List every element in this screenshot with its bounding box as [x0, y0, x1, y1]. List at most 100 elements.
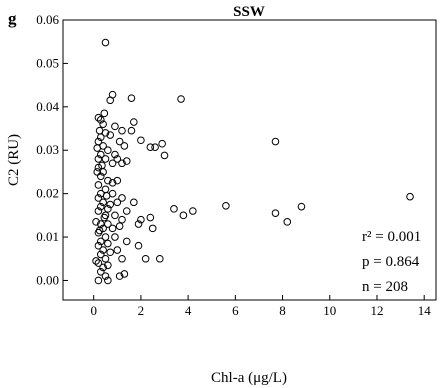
y-tick-label: 0.04	[36, 99, 59, 114]
point	[115, 272, 124, 280]
point	[94, 194, 103, 202]
point	[134, 241, 143, 250]
plot-frame	[62, 19, 437, 301]
point	[160, 151, 169, 160]
point	[104, 239, 112, 248]
point	[146, 213, 155, 222]
annotation: p = 0.864	[362, 254, 420, 270]
point	[118, 215, 126, 224]
y-tick-label: 0.00	[36, 272, 59, 287]
point	[94, 207, 103, 215]
point	[177, 95, 185, 103]
point	[92, 218, 100, 226]
point	[106, 248, 115, 257]
point	[297, 202, 306, 211]
point	[95, 126, 104, 135]
point	[122, 237, 131, 246]
x-tick-label: 14	[418, 303, 432, 318]
point	[104, 261, 112, 270]
point	[189, 207, 197, 215]
point	[271, 137, 280, 146]
point	[134, 220, 143, 228]
annotation: r² = 0.001	[362, 229, 421, 245]
point	[99, 198, 107, 207]
point	[146, 143, 155, 151]
point	[158, 139, 166, 148]
point	[108, 224, 117, 233]
point	[101, 233, 110, 241]
point	[96, 250, 105, 259]
x-tick-label: 2	[138, 303, 145, 318]
point	[120, 142, 129, 150]
point	[170, 205, 178, 213]
point	[113, 198, 122, 207]
point	[104, 276, 112, 285]
point	[93, 144, 102, 152]
x-axis-label: Chl-a (μg/L)	[211, 370, 287, 386]
point	[113, 246, 122, 254]
point	[111, 122, 119, 131]
annotation: n = 208	[362, 279, 408, 295]
point	[179, 211, 188, 220]
point	[115, 222, 124, 231]
y-tick-label: 0.05	[36, 55, 59, 70]
point	[130, 118, 138, 126]
point	[100, 213, 109, 222]
point	[94, 276, 103, 285]
point	[96, 202, 105, 211]
point	[99, 263, 107, 272]
point	[127, 126, 136, 135]
point	[102, 192, 111, 200]
point	[118, 194, 126, 202]
point	[137, 136, 145, 145]
point	[106, 96, 115, 105]
point	[113, 176, 122, 185]
point	[108, 159, 117, 168]
point	[111, 211, 119, 220]
point	[283, 218, 292, 226]
point	[111, 150, 119, 159]
point	[222, 201, 230, 210]
point	[101, 272, 110, 280]
point	[155, 254, 164, 263]
chart-title: SSW	[233, 4, 265, 20]
point	[101, 155, 110, 163]
point	[141, 254, 150, 263]
point	[99, 246, 107, 254]
point	[151, 143, 159, 151]
x-tick-label: 12	[370, 303, 383, 318]
point	[113, 155, 122, 163]
point	[122, 157, 131, 165]
point	[118, 126, 126, 135]
x-tick-label: 4	[185, 303, 192, 318]
x-tick-label: 8	[279, 303, 286, 318]
point	[271, 209, 280, 217]
point	[127, 94, 136, 102]
point	[93, 168, 102, 176]
point	[96, 116, 105, 124]
point	[94, 241, 103, 250]
point	[104, 146, 112, 155]
point	[120, 270, 129, 278]
point	[115, 137, 124, 146]
point	[406, 192, 414, 201]
point	[100, 109, 109, 118]
point	[101, 254, 110, 263]
point	[118, 159, 126, 168]
point	[118, 254, 126, 263]
point	[148, 224, 157, 233]
x-tick-label: 10	[323, 303, 336, 318]
x-tick-label: 6	[232, 303, 239, 318]
point	[94, 113, 103, 122]
point	[104, 205, 112, 213]
point	[92, 257, 100, 265]
point	[104, 176, 112, 185]
y-tick-label: 0.01	[36, 229, 59, 244]
panel-label: g	[8, 9, 17, 28]
point	[96, 267, 105, 276]
point	[108, 178, 117, 187]
point	[95, 226, 104, 235]
point	[98, 161, 106, 170]
point	[111, 233, 119, 241]
